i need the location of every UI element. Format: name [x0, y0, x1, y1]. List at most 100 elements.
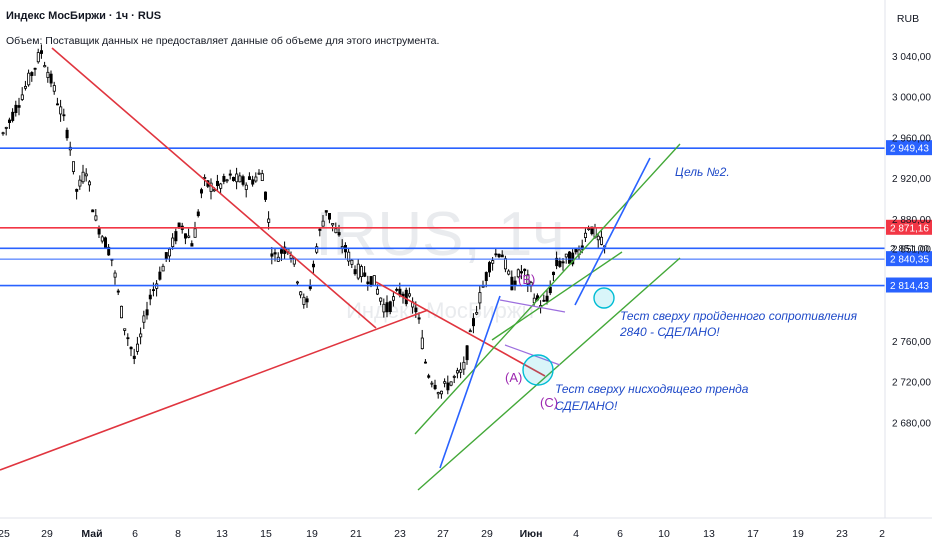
uptrend-line	[0, 309, 429, 471]
candle	[295, 281, 299, 284]
candle	[513, 280, 517, 286]
candle	[302, 296, 306, 305]
candle	[446, 382, 450, 391]
candle	[27, 72, 31, 86]
candle	[81, 171, 85, 183]
test-circle	[522, 354, 554, 386]
candle	[11, 111, 15, 121]
candle	[142, 315, 146, 323]
candle	[337, 232, 341, 236]
candle	[215, 180, 219, 187]
candle	[548, 286, 552, 294]
candle	[331, 223, 335, 226]
candle	[273, 252, 277, 255]
candle	[145, 309, 149, 316]
candle	[520, 271, 524, 274]
candle	[148, 294, 152, 300]
candle	[36, 52, 40, 63]
candle	[126, 337, 130, 340]
annotation-text: СДЕЛАНО!	[555, 399, 618, 413]
candle	[369, 276, 373, 287]
candle	[254, 176, 258, 182]
candle	[436, 392, 440, 395]
price-tick-label: 2 720,00	[892, 378, 931, 389]
candle	[30, 72, 34, 76]
time-tick-label: 29	[481, 528, 493, 540]
candle	[350, 259, 354, 265]
candle	[164, 252, 168, 260]
candle	[107, 246, 111, 256]
annotation-text: Тест сверху пройденного сопротивления	[620, 309, 858, 323]
wave-label: (B)	[518, 272, 535, 287]
time-tick-label: 4	[573, 528, 579, 540]
candle	[62, 114, 66, 117]
candle	[299, 291, 303, 296]
time-tick-label: 19	[306, 528, 318, 540]
candle	[478, 292, 482, 304]
candle	[366, 281, 370, 285]
candle	[516, 269, 520, 278]
candle	[219, 183, 223, 189]
trendlines	[0, 47, 681, 491]
time-axis[interactable]: 25 29 Май 6 8 13 15 19 21 23 27 29 Июн 4 6 10 13 17 19 23 2	[0, 528, 885, 540]
chart-title: Индекс МосБиржи · 1ч · RUS	[6, 10, 162, 22]
candle	[199, 189, 203, 194]
candle	[590, 226, 594, 235]
candle	[311, 263, 315, 268]
time-tick-label: 17	[747, 528, 759, 540]
price-tick-label: 2 960,00	[892, 133, 931, 144]
candle	[279, 249, 283, 254]
candle	[91, 209, 95, 213]
candle	[545, 295, 549, 302]
candle	[238, 175, 242, 183]
candle	[305, 298, 309, 303]
time-tick-label: 6	[617, 528, 623, 540]
price-axis[interactable]: RUB 3 040,00 3 000,00 2 960,00 2 920,00 2 880…	[0, 0, 932, 519]
candle	[497, 253, 501, 258]
candle	[129, 346, 133, 350]
candle	[49, 73, 53, 84]
time-tick-label: 8	[175, 528, 181, 540]
candle	[321, 220, 325, 227]
candle	[455, 370, 459, 374]
downtrend-line	[51, 47, 377, 329]
candle	[270, 253, 274, 257]
candle	[427, 375, 431, 378]
candle	[94, 215, 98, 221]
watermark-ticker: IRUS, 1ч	[315, 200, 564, 269]
candle	[452, 375, 456, 378]
candle	[257, 172, 261, 175]
wave-label: (A)	[505, 370, 522, 385]
candle	[161, 265, 165, 272]
currency-label: RUB	[897, 13, 919, 25]
candle	[423, 361, 427, 364]
test-circle	[593, 287, 615, 309]
candle	[596, 235, 600, 241]
candle	[33, 67, 37, 70]
candle	[167, 248, 171, 257]
impulse-line	[439, 295, 501, 469]
candle	[43, 65, 47, 68]
watermark-name: Индекс МосБиржи	[346, 298, 534, 323]
candle	[315, 246, 319, 253]
time-tick-label: Июн	[520, 528, 543, 540]
candle	[75, 188, 79, 192]
candle	[78, 179, 82, 187]
candle	[347, 251, 351, 262]
candle	[318, 228, 322, 231]
candle	[222, 176, 226, 182]
candle	[459, 369, 463, 373]
candle	[20, 94, 24, 100]
price-tick-label: 3 040,00	[892, 52, 931, 63]
annotation-text: 2840 - СДЕЛАНО!	[619, 325, 720, 339]
annotation-text: Тест сверху нисходящего тренда	[555, 382, 749, 396]
price-level-label: 2 851,00	[890, 244, 929, 255]
candle	[401, 293, 405, 297]
candle	[468, 330, 472, 333]
time-tick-label: 13	[703, 528, 715, 540]
candle	[395, 288, 399, 291]
candle	[334, 228, 338, 234]
